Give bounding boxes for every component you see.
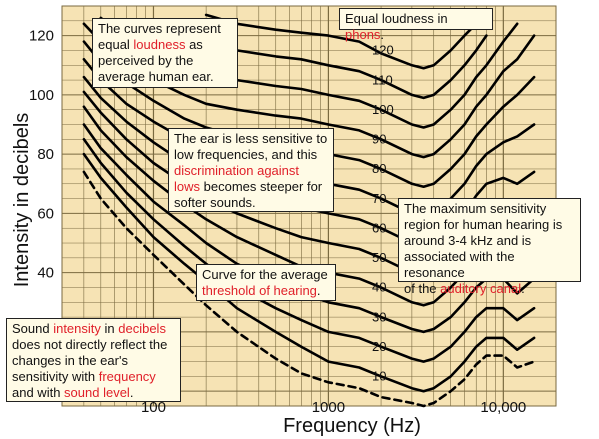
lows-line-5: softer sounds.: [174, 195, 256, 210]
phon-label-30: 30: [372, 309, 386, 324]
intensity-line-1-mid: in: [100, 321, 119, 336]
x-tick-label: 100: [141, 399, 166, 416]
intensity-line-2: does not directly reflect the: [12, 337, 168, 352]
curves-line-1: The curves represent: [98, 21, 221, 36]
x-axis-label: Frequency (Hz): [283, 415, 421, 437]
y-tick-labels: 40 60 80 100 120: [29, 28, 54, 282]
intensity-sound-level: sound level: [64, 385, 130, 400]
phon-curve-80: [82, 40, 536, 188]
phon-label-10: 10: [372, 369, 386, 384]
threshold-line-2-post: .: [316, 283, 321, 298]
intensity-line-5-pre: and with: [12, 385, 65, 400]
phon-label-110: 110: [372, 72, 393, 87]
y-tick-label: 100: [29, 87, 54, 104]
y-axis-label: Intensity in decibels: [11, 113, 33, 288]
threshold-callout: Curve for the average threshold of heari…: [196, 264, 336, 301]
sensitivity-line-1: The maximum sensitivity: [404, 201, 547, 216]
y-tick-label: 40: [37, 265, 54, 282]
intensity-line-1: Sound intensity in decibels: [12, 321, 175, 337]
phon-label-40: 40: [372, 280, 386, 295]
sensitivity-line-4: associated with the resonance: [404, 249, 515, 280]
sensitivity-callout: The maximum sensitivity region for human…: [398, 198, 581, 296]
lows-line-4-post: becomes steeper for: [200, 179, 323, 194]
intensity-line-5: and with sound level.: [12, 385, 175, 401]
intensity-line-4: sensitivity with frequency: [12, 369, 175, 385]
y-tick-label: 80: [37, 146, 54, 163]
intensity-callout: Sound intensity in decibels does not dir…: [6, 318, 181, 402]
sensitivity-auditory-canal: auditory canal: [440, 281, 522, 296]
lows-discrimination: discrimination against: [174, 163, 300, 178]
curves-callout: The curves represent equal loudness as p…: [92, 18, 238, 88]
sensitivity-line-5: of the auditory canal.: [404, 281, 575, 297]
threshold-of-hearing: threshold of hearing: [202, 283, 317, 298]
phon-label-120: 120: [372, 43, 394, 58]
curves-line-3: perceived by the: [98, 53, 194, 68]
curves-line-2: equal loudness as: [98, 37, 232, 53]
sensitivity-line-5-pre: of the: [404, 281, 441, 296]
y-tick-label: 60: [37, 205, 54, 222]
intensity-decibels: decibels: [118, 321, 166, 336]
sensitivity-line-5-post: .: [521, 281, 525, 296]
phon-curve-30: [82, 123, 536, 334]
intensity-frequency: frequency: [98, 369, 156, 384]
x-tick-label: 10,000: [480, 399, 526, 416]
phon-label-50: 50: [372, 250, 386, 265]
phon-label-60: 60: [372, 220, 386, 235]
sensitivity-line-3: around 3-4 kHz and is: [404, 233, 532, 248]
lows-callout: The ear is less sensitive to low frequen…: [168, 128, 334, 212]
phon-label-80: 80: [372, 161, 386, 176]
lows-line-4: lows becomes steeper for: [174, 179, 328, 195]
sensitivity-line-2: region for human hearing is: [404, 217, 563, 232]
curves-line-2-pre: equal: [98, 37, 134, 52]
phon-label-100: 100: [372, 102, 394, 117]
threshold-line-2: threshold of hearing.: [202, 283, 330, 299]
phon-label-90: 90: [372, 132, 386, 147]
lows-lows: lows: [174, 179, 201, 194]
phon-curve-10: [82, 152, 536, 393]
phon-label-20: 20: [372, 339, 386, 354]
phon-label-70: 70: [372, 191, 386, 206]
lows-line-1: The ear is less sensitive to: [174, 131, 328, 146]
threshold-line-1: Curve for the average: [202, 267, 328, 282]
phon-labels: 120 110 100 90 80 70 60 50 40 30 20 10: [372, 43, 394, 384]
x-tick-labels: 100 1000 10,000: [141, 399, 526, 416]
curves-line-4: average human ear.: [98, 69, 214, 84]
phon-curve-120: [204, 13, 488, 70]
intensity-line-3: changes in the ear's: [12, 353, 128, 368]
y-tick-label: 120: [29, 28, 54, 45]
intensity-line-4-pre: sensitivity with: [12, 369, 99, 384]
curves-line-2-post: as: [185, 37, 203, 52]
intensity-line-1-pre: Sound: [12, 321, 54, 336]
legend-text: Equal loudness in: [345, 11, 448, 26]
intensity-intensity: intensity: [53, 321, 101, 336]
lows-line-2: low frequencies, and this: [174, 147, 318, 162]
phon-curve-20: [82, 138, 536, 363]
x-tick-label: 1000: [312, 399, 345, 416]
legend-period: .: [380, 27, 385, 42]
intensity-line-5-post: .: [129, 385, 134, 400]
legend-callout: Equal loudness in phons.: [339, 8, 493, 42]
curves-loudness: loudness: [133, 37, 186, 52]
legend-phons: phons: [345, 27, 381, 42]
